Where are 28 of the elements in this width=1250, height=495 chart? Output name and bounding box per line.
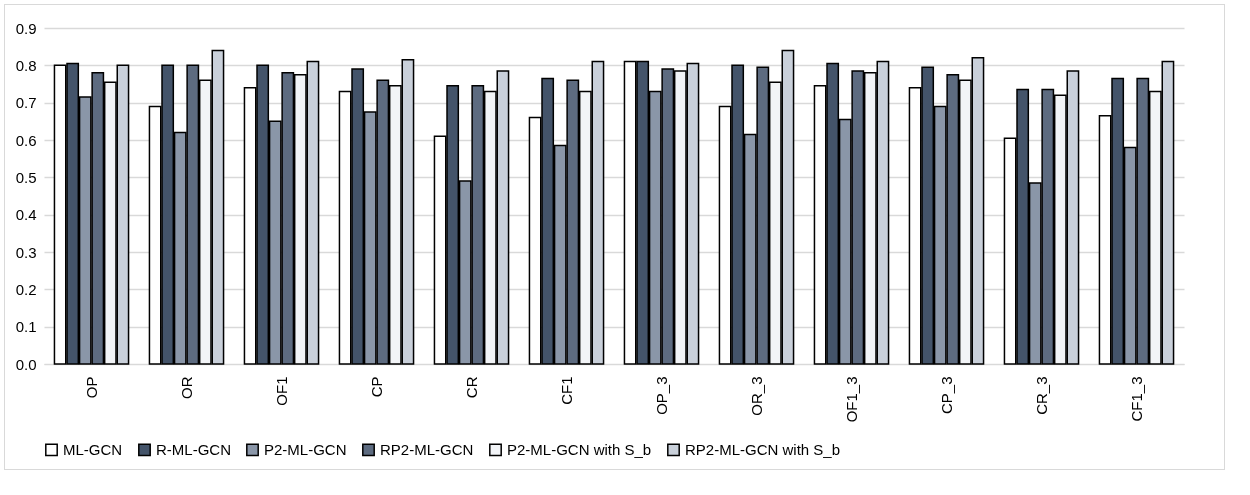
y-tick-label: 0.8 [15, 56, 37, 74]
legend-label: ML-GCN [63, 440, 123, 458]
y-tick-label: 0.4 [15, 206, 37, 224]
legend-label: RP2-ML-GCN [380, 440, 474, 458]
x-tick-label: CP [367, 376, 385, 398]
x-tick-label: CF1 [557, 376, 575, 405]
y-tick-label: 0.9 [15, 19, 37, 37]
y-tick-label: 0.6 [15, 131, 37, 149]
x-tick-label: CR [462, 376, 480, 399]
x-tick-label: OF1 [272, 376, 290, 406]
legend-label: R-ML-GCN [156, 440, 231, 458]
legend-label: P2-ML-GCN [264, 440, 347, 458]
legend-label: P2-ML-GCN with S_b [507, 440, 652, 458]
y-tick-label: 0.1 [15, 318, 37, 336]
x-tick-label: OP [82, 376, 100, 399]
y-tick-label: 0.7 [15, 94, 37, 112]
x-tick-label: CP_3 [937, 376, 955, 415]
y-tick-label: 0.3 [15, 243, 37, 261]
x-tick-label: OR_3 [747, 376, 765, 416]
y-tick-label: 0.5 [15, 168, 37, 186]
x-tick-label: OF1_3 [842, 376, 860, 423]
legend-label: RP2-ML-GCN with S_b [685, 440, 841, 458]
x-tick-label: OP_3 [652, 376, 670, 415]
y-tick-label: 0.0 [15, 355, 37, 373]
x-tick-label: CR_3 [1032, 376, 1050, 415]
x-tick-label: CF1_3 [1127, 376, 1145, 422]
y-tick-label: 0.2 [15, 280, 37, 298]
x-tick-label: OR [177, 376, 195, 399]
